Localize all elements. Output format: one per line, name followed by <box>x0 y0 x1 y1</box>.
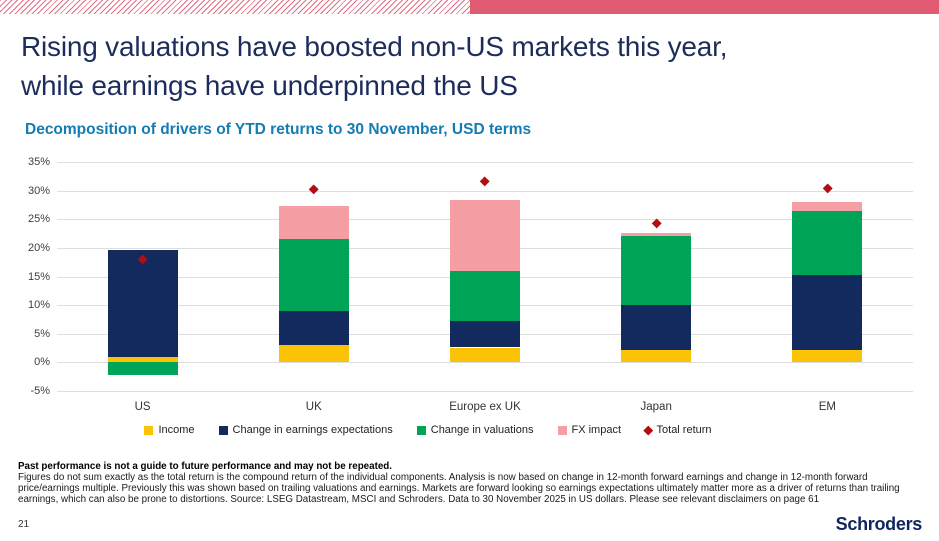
y-tick-label: 5% <box>34 327 50 340</box>
bar-segment <box>278 205 349 240</box>
y-tick-label: 10% <box>27 299 50 312</box>
y-tick-label: 20% <box>27 241 50 254</box>
bar-segment <box>107 249 178 357</box>
bar-segment <box>450 199 520 271</box>
total-return-marker <box>822 183 833 194</box>
x-axis-label: EM <box>818 401 837 413</box>
bar-segment <box>278 345 349 363</box>
legend-label: FX impact <box>571 424 622 436</box>
legend-label: Change in earnings expectations <box>232 424 393 436</box>
gridline-35 <box>57 162 913 163</box>
x-axis-label: Japan <box>640 401 672 413</box>
bar-segment <box>621 235 692 306</box>
total-return-legend-marker <box>643 425 653 435</box>
gridline-30 <box>57 190 913 192</box>
bar-segment <box>792 202 863 211</box>
y-tick-label: 0% <box>34 356 50 369</box>
chart-title: Decomposition of drivers of YTD returns … <box>25 121 532 138</box>
y-tick-label: -5% <box>30 385 50 397</box>
slide-title: Rising valuations have boosted non-US ma… <box>21 27 911 105</box>
slide-title-line2: while earnings have underpinned the US <box>21 70 518 101</box>
x-axis-label: US <box>134 401 151 413</box>
legend-item: Change in earnings expectations <box>218 424 393 436</box>
x-axis-label: UK <box>305 401 322 413</box>
bar-segment <box>792 210 863 275</box>
bar-segment <box>107 356 178 363</box>
legend-label: Change in valuations <box>430 424 534 436</box>
footnote-disclaimer: Past performance is not a guide to futur… <box>18 461 392 472</box>
solid-accent-segment <box>470 0 939 14</box>
legend-label: Income <box>158 424 195 436</box>
bar-segment <box>792 349 863 363</box>
footnote: Past performance is not a guide to futur… <box>18 461 930 505</box>
page-number: 21 <box>18 519 30 530</box>
legend-swatch <box>218 425 228 435</box>
bar-segment <box>621 305 692 351</box>
bar-segment <box>278 239 349 311</box>
total-return-marker <box>308 184 320 195</box>
plot-area: US UK Europe ex UK Japan EM <box>57 162 913 413</box>
legend-item: Total return <box>643 424 712 436</box>
y-tick-label: 15% <box>27 270 50 283</box>
bar-segment <box>278 310 349 346</box>
y-tick-label: 35% <box>27 156 50 168</box>
y-tick-label: 25% <box>27 213 50 226</box>
chart-legend: Income Change in earnings expectations Cha… <box>0 424 856 436</box>
legend-label: Total return <box>656 424 712 436</box>
bar-segment <box>621 233 692 236</box>
bar-segment <box>792 274 863 350</box>
legend-item: Change in valuations <box>416 424 534 436</box>
gridline--5 <box>57 391 913 392</box>
legend-item: Income <box>144 424 195 436</box>
top-accent-band <box>0 0 939 14</box>
schroders-logo: Schroders <box>835 514 923 534</box>
legend-item: FX impact <box>557 424 622 436</box>
slide-title-line1: Rising valuations have boosted non-US ma… <box>21 31 728 62</box>
total-return-marker <box>479 176 491 188</box>
bar-segment <box>450 270 520 322</box>
bar-segment <box>107 362 178 375</box>
footnote-body: Figures do not sum exactly as the total … <box>18 472 900 505</box>
stacked-bar-chart: 35% 30% 25% 20% 15% 10% 5% 0% -5% US UK Europe ex … <box>0 156 939 458</box>
bar-segment <box>621 350 692 363</box>
bar-segment <box>450 347 520 363</box>
legend-swatch <box>416 425 426 435</box>
x-axis-label: Europe ex UK <box>449 401 521 413</box>
legend-swatch <box>557 425 567 435</box>
y-tick-label: 30% <box>27 184 50 197</box>
gridline-0 <box>57 362 913 364</box>
striped-accent-segment <box>0 0 470 14</box>
legend-swatch <box>144 425 154 435</box>
y-axis-labels: 35% 30% 25% 20% 15% 10% 5% 0% -5% <box>0 156 50 397</box>
bar-segment <box>450 321 520 348</box>
